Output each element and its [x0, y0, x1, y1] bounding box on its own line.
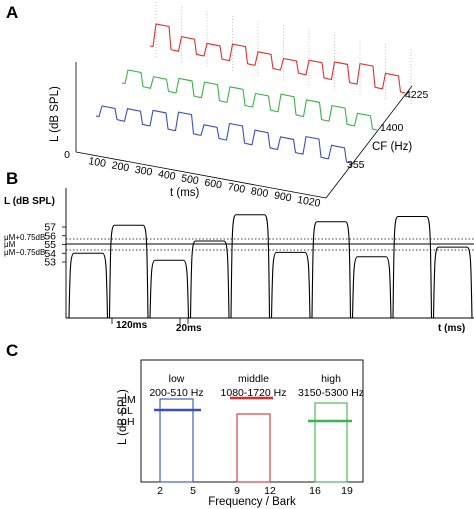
band-name-middle: middle [238, 373, 269, 385]
panel-b-tones [68, 214, 473, 319]
trace-high [149, 23, 406, 94]
panel-a-gridlines [155, 2, 412, 105]
trace-low [95, 105, 352, 164]
panel-b-y-tick: 53 [44, 257, 56, 269]
panel-c-x-tick: 2 [157, 485, 163, 497]
panel-a-depth-tick-4225: 4225 [405, 89, 429, 101]
panel-b-y-label: L (dB SPL) [4, 196, 55, 207]
panel-c-x-tick: 16 [309, 485, 321, 497]
panel-a-label: A [6, 3, 18, 22]
ref-label-lower: μM−0.75dB [4, 248, 45, 257]
panel-a: A L (dB SPL) 0 100 200 300 400 500 600 700 800 9… [6, 2, 429, 210]
panel-b-y-tick: 55 [44, 239, 56, 251]
dur-label-20ms: 20ms [176, 323, 202, 334]
panel-a-x-tick: 600 [203, 177, 222, 192]
panel-a-depth-axis [325, 85, 413, 199]
panel-a-depth-label: CF (Hz) [372, 141, 412, 153]
y-tick-mu-m: μM [121, 394, 136, 406]
panel-c: C L (dB SPL) μM μL μH low 200-510 Hz middl… [6, 341, 364, 508]
panel-c-x-tick: 19 [341, 485, 353, 497]
panel-a-x-tick: 300 [134, 164, 153, 179]
panel-a-x-tick: 1020 [296, 194, 321, 210]
ref-label-mean: μM [4, 240, 16, 249]
panel-c-x-label: Frequency / Bark [208, 496, 296, 508]
panel-a-depth-tick-1400: 1400 [380, 122, 404, 134]
panel-a-x-tick: 500 [180, 172, 199, 187]
panel-a-x-tick: 800 [250, 185, 269, 200]
band-range-middle: 1080-1720 Hz [221, 387, 287, 399]
band-rect-middle [236, 413, 271, 483]
panel-a-depth-tick-355: 355 [347, 159, 365, 171]
panel-c-label: C [6, 341, 18, 360]
panel-c-bands: low 200-510 Hz middle 1080-1720 Hz high 3150-… [149, 373, 364, 483]
panel-b-y-tick: 54 [44, 248, 56, 260]
band-range-high: 3150-5300 Hz [298, 387, 364, 399]
panel-a-y-tick: 0 [64, 149, 70, 161]
band-rect-high [314, 402, 348, 483]
panel-a-x-tick: 900 [273, 190, 292, 205]
ref-label-upper: μM+0.75dB [4, 233, 45, 242]
panel-b-label: B [6, 169, 18, 188]
panel-a-x-tick: 400 [157, 168, 176, 183]
panel-c-x-tick: 5 [190, 485, 196, 497]
panel-a-x-axis [75, 151, 327, 199]
trace-middle [121, 69, 378, 131]
band-name-high: high [321, 373, 341, 385]
panel-c-x-tick: 9 [234, 485, 240, 497]
band-rect-low [159, 398, 194, 483]
tone-sequence [68, 214, 473, 319]
panel-a-x-tick: 200 [111, 159, 130, 174]
panel-b-x-label: t (ms) [438, 323, 465, 334]
panel-c-y-label: L (dB SPL) [117, 389, 129, 445]
panel-a-x-label: t (ms) [170, 187, 200, 199]
panel-b-y-tick: 56 [44, 230, 56, 242]
band-range-low: 200-510 Hz [149, 387, 203, 399]
panel-b-y-tick: 57 [44, 222, 56, 234]
panel-a-x-tick: 100 [87, 155, 106, 170]
dur-label-120ms: 120ms [116, 320, 148, 331]
panel-a-traces [95, 23, 406, 164]
panel-c-x-tick: 12 [264, 485, 276, 497]
y-tick-mu-l: μL [121, 405, 133, 417]
panel-a-y-label: L (dB SPL) [49, 86, 61, 142]
y-tick-mu-h: μH [121, 416, 135, 428]
panel-a-x-tick: 700 [227, 181, 246, 196]
band-name-low: low [169, 373, 185, 385]
